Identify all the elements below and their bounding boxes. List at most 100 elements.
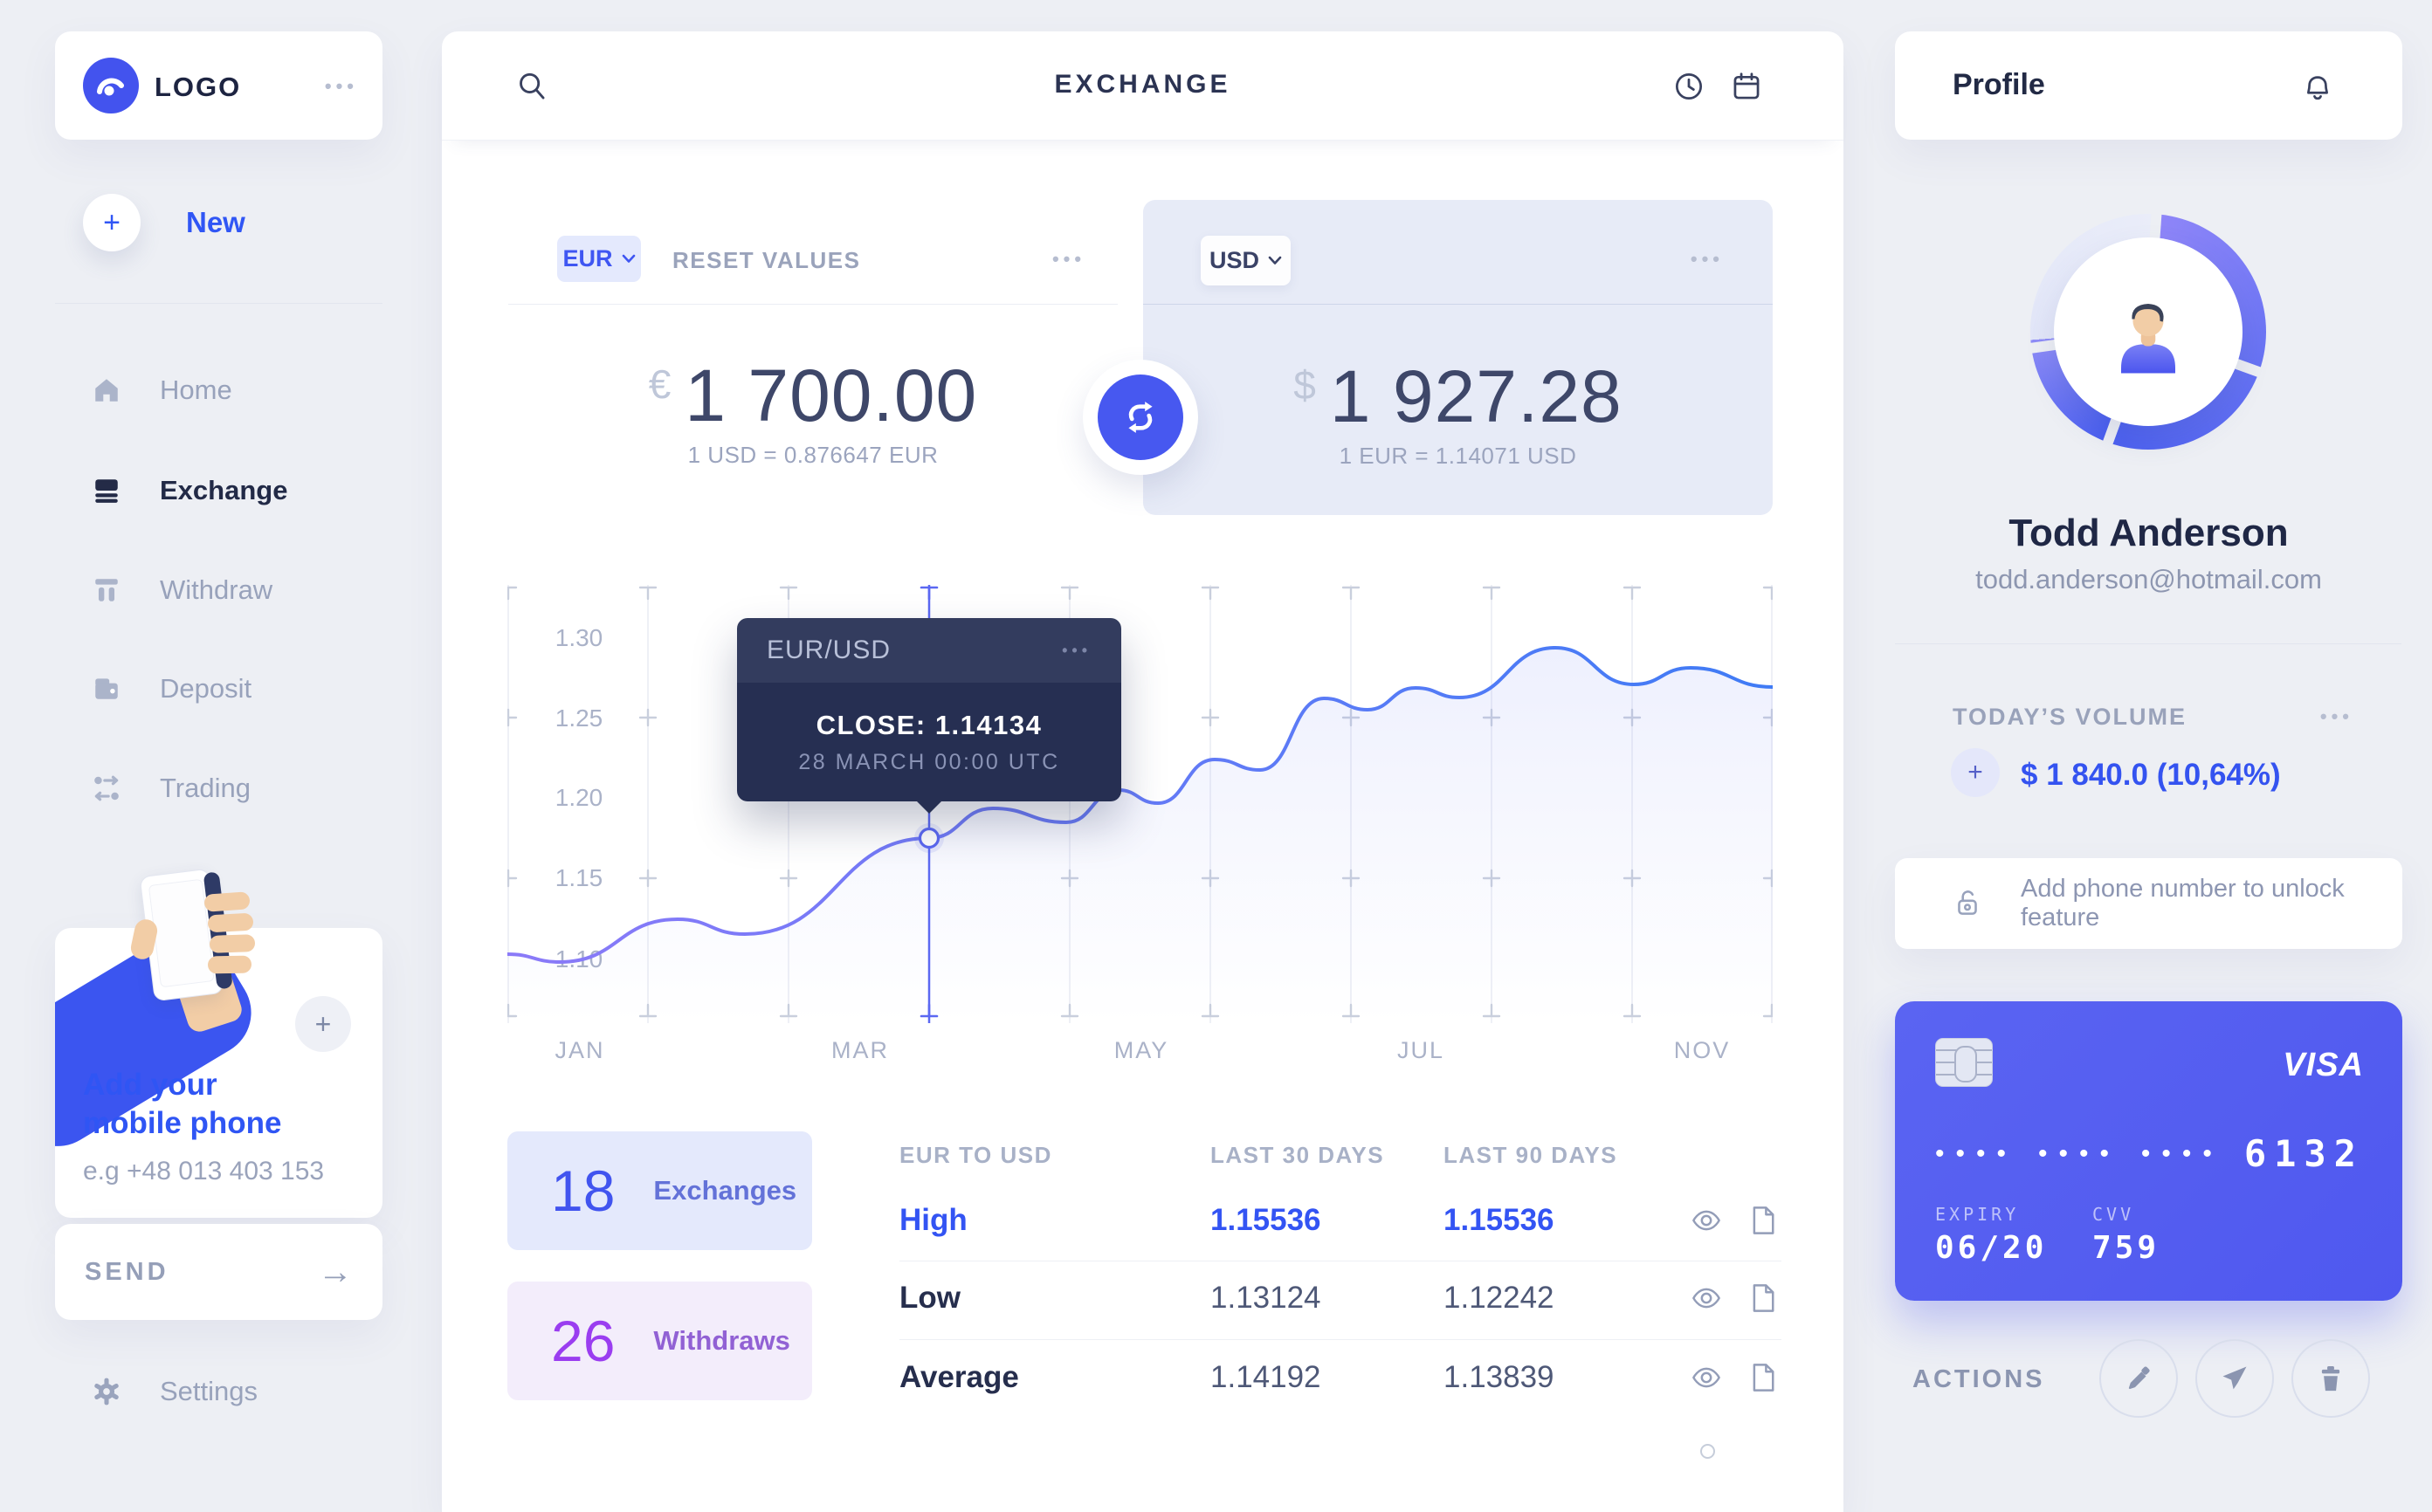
plus-icon: + (83, 194, 141, 251)
card-last4: 6132 (2243, 1132, 2364, 1175)
from-amount-field[interactable]: €1 700.00 (508, 339, 1118, 436)
sidebar-item-settings[interactable]: Settings (92, 1364, 380, 1419)
row-label: Low (899, 1281, 961, 1315)
table-header-30d: LAST 30 DAYS (1210, 1142, 1385, 1168)
to-menu-dots[interactable]: ••• (1690, 248, 1724, 270)
sidebar-item-label: Settings (160, 1376, 258, 1406)
profile-email: todd.anderson@hotmail.com (1975, 564, 2322, 594)
sidebar-item-exchange[interactable]: Exchange (92, 463, 380, 519)
send-button[interactable]: SEND → (55, 1224, 382, 1320)
tooltip-pair: EUR/USD (767, 636, 892, 664)
logo-menu-dots[interactable]: ••• (324, 75, 358, 97)
pencil-icon (2128, 1366, 2150, 1390)
promo-title: Add your mobile phone (83, 1068, 282, 1140)
to-currency-select[interactable]: USD (1201, 236, 1291, 285)
x-tick: MAR (831, 1037, 889, 1063)
expiry-label: EXPIRY (1935, 1204, 2020, 1225)
page-title: EXCHANGE (1054, 70, 1231, 99)
exchange-panel: EXCHANGE EUR RESET VALUES ••• €1 700.00 … (442, 31, 1843, 1512)
withdraws-count: 26 (551, 1309, 616, 1373)
sidebar-item-deposit[interactable]: Deposit (92, 661, 380, 717)
search-icon[interactable] (515, 70, 548, 103)
sidebar-item-trading[interactable]: Trading (92, 760, 380, 816)
to-amount-field[interactable]: $1 927.28 (1143, 340, 1773, 437)
x-tick: JAN (555, 1037, 605, 1063)
deposit-icon (92, 674, 121, 704)
profile-title: Profile (1953, 68, 2045, 101)
bell-icon[interactable] (2301, 68, 2334, 103)
y-tick: 1.30 (555, 624, 603, 651)
exchange-rate-chart[interactable]: 1.30 1.25 1.20 1.15 1.10 EUR/USD ••• CLO… (507, 585, 1773, 1023)
unlock-feature-card[interactable]: Add phone number to unlock feature (1895, 858, 2402, 949)
exchanges-count: 18 (551, 1158, 616, 1223)
document-icon[interactable] (1748, 1362, 1778, 1393)
withdraws-label: Withdraws (653, 1325, 790, 1356)
profile-name: Todd Anderson (2008, 512, 2289, 554)
exchanges-label: Exchanges (653, 1175, 797, 1206)
document-icon[interactable] (1748, 1205, 1778, 1236)
promo-example: e.g +48 013 403 153 (83, 1157, 325, 1186)
sidebar-divider (55, 303, 382, 304)
unlock-feature-text: Add phone number to unlock feature (2021, 875, 2345, 931)
visa-logo: VISA (2283, 1047, 2364, 1083)
tooltip-close-value: CLOSE: 1.14134 (816, 709, 1043, 740)
volume-menu-dots[interactable]: ••• (2319, 705, 2353, 727)
from-menu-dots[interactable]: ••• (1051, 248, 1086, 270)
volume-label: TODAY’S VOLUME (1953, 704, 2187, 730)
swap-icon (1128, 402, 1153, 433)
sidebar-item-label: Exchange (160, 475, 288, 505)
logo-text: LOGO (155, 72, 242, 102)
document-icon[interactable] (1748, 1282, 1778, 1314)
credit-card: VISA •••• •••• •••• 6132 EXPIRY 06/20 CV… (1895, 1001, 2402, 1301)
sidebar-item-label: Withdraw (160, 574, 273, 605)
sidebar-item-home[interactable]: Home (92, 362, 380, 418)
logo-icon (83, 58, 139, 113)
to-divider (1143, 304, 1773, 305)
promo-plus-button[interactable]: + (295, 996, 351, 1052)
swap-button[interactable] (1098, 375, 1183, 460)
actions-label: ACTIONS (1912, 1365, 2045, 1393)
x-tick: NOV (1673, 1037, 1731, 1063)
from-divider (508, 304, 1118, 305)
reset-values-button[interactable]: RESET VALUES (672, 247, 861, 273)
card-chip (1935, 1038, 1993, 1087)
person-icon (2121, 303, 2175, 374)
sidebar-item-label: Trading (160, 773, 251, 803)
logo-card: LOGO ••• (55, 31, 382, 140)
sidebar-item-label: Home (160, 375, 232, 405)
trash-icon (2321, 1365, 2340, 1392)
from-rate: 1 USD = 0.876647 EUR (687, 442, 939, 468)
clock-icon[interactable] (1672, 70, 1705, 103)
scroll-indicator-dot (1700, 1444, 1715, 1459)
delete-button[interactable] (2291, 1339, 2370, 1418)
eye-icon[interactable] (1691, 1362, 1722, 1393)
to-currency-panel: USD ••• $1 927.28 1 EUR = 1.14071 USD (1143, 200, 1773, 515)
row-90d-value: 1.15536 (1443, 1203, 1554, 1237)
new-button[interactable]: + New (83, 194, 245, 251)
calendar-icon[interactable] (1730, 70, 1763, 103)
eye-icon[interactable] (1691, 1282, 1722, 1314)
new-label: New (186, 206, 245, 238)
add-phone-promo-card[interactable]: + Add your mobile phone e.g +48 013 403 … (55, 928, 382, 1218)
row-30d-value: 1.13124 (1210, 1281, 1321, 1315)
withdraws-stat-card[interactable]: 26 Withdraws (507, 1282, 812, 1400)
edit-button[interactable] (2099, 1339, 2178, 1418)
masked-group: •••• (1935, 1138, 2018, 1168)
to-amount-value: 1 927.28 (1329, 355, 1622, 437)
table-row: High 1.15536 1.15536 (899, 1203, 1781, 1241)
send-transfer-button[interactable] (2195, 1339, 2274, 1418)
to-rate: 1 EUR = 1.14071 USD (1339, 443, 1577, 469)
masked-group: •••• (2140, 1138, 2223, 1168)
x-tick: MAY (1113, 1037, 1169, 1063)
exchange-icon (92, 476, 121, 505)
sidebar-item-withdraw[interactable]: Withdraw (92, 562, 380, 618)
from-currency-select[interactable]: EUR (557, 236, 641, 282)
exchanges-stat-card[interactable]: 18 Exchanges (507, 1131, 812, 1250)
card-number: •••• •••• •••• 6132 (1935, 1132, 2364, 1175)
volume-plus-button[interactable]: + (1951, 748, 2000, 797)
eye-icon[interactable] (1691, 1205, 1722, 1236)
tooltip-menu-dots[interactable]: ••• (1062, 641, 1092, 659)
row-30d-value: 1.14192 (1210, 1360, 1321, 1394)
masked-group: •••• (2037, 1138, 2120, 1168)
expiry-value: 06/20 (1935, 1230, 2048, 1266)
